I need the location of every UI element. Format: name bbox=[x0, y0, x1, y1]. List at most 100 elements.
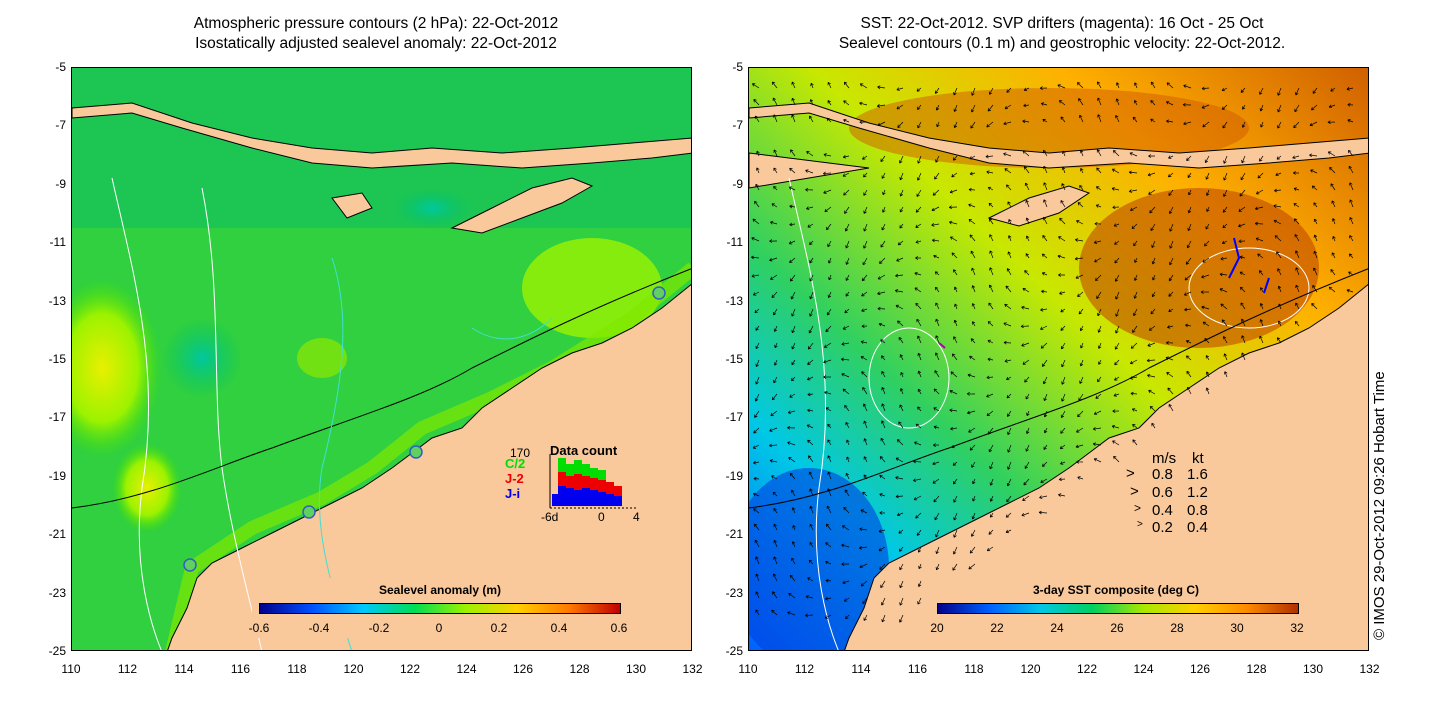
velocity-vector bbox=[1224, 371, 1228, 378]
velocity-vector bbox=[1328, 104, 1336, 109]
velocity-vector bbox=[880, 240, 886, 248]
colorbar-tick-label: 0 bbox=[435, 621, 443, 635]
velocity-vector bbox=[791, 325, 796, 334]
velocity-legend-kt-2: 0.8 bbox=[1187, 502, 1208, 519]
velocity-vector bbox=[1007, 461, 1012, 470]
velocity-vector bbox=[1096, 186, 1102, 191]
velocity-vector bbox=[842, 325, 850, 330]
velocity-vector bbox=[1259, 335, 1264, 344]
velocity-vector bbox=[1201, 86, 1210, 91]
velocity-vector bbox=[788, 240, 796, 245]
velocity-vector bbox=[1112, 205, 1120, 210]
velocity-vector bbox=[1185, 323, 1192, 328]
velocity-vector bbox=[862, 155, 868, 160]
velocity-vector bbox=[985, 154, 994, 159]
velocity-vector bbox=[1201, 104, 1210, 109]
velocity-vector bbox=[1204, 240, 1210, 247]
velocity-vector bbox=[877, 121, 886, 127]
velocity-vector bbox=[751, 83, 760, 89]
velocity-vector bbox=[863, 223, 868, 232]
velocity-vector bbox=[1348, 253, 1354, 259]
velocity-vector bbox=[809, 240, 814, 246]
velocity-vector bbox=[880, 580, 886, 589]
velocity-vector bbox=[1221, 240, 1228, 245]
velocity-vector bbox=[1004, 104, 1012, 110]
velocity-vector bbox=[953, 512, 958, 521]
drifter-track bbox=[1228, 237, 1241, 279]
velocity-vector bbox=[969, 155, 976, 160]
velocity-vector bbox=[931, 223, 940, 227]
velocity-vector bbox=[1061, 183, 1066, 191]
velocity-vector bbox=[1311, 185, 1318, 191]
velocity-vector bbox=[751, 274, 760, 278]
colorbar-tick-label: 30 bbox=[1230, 621, 1244, 635]
velocity-vector bbox=[787, 410, 796, 414]
velocity-vector bbox=[825, 523, 832, 531]
velocity-legend-header-ms: m/s bbox=[1152, 450, 1177, 467]
velocity-vector bbox=[1007, 444, 1012, 453]
velocity-vector bbox=[843, 81, 850, 89]
velocity-vector bbox=[823, 359, 832, 364]
velocity-vector bbox=[1311, 104, 1318, 111]
velocity-vector bbox=[809, 505, 814, 514]
velocity-vector bbox=[1273, 219, 1282, 225]
velocity-vector bbox=[1112, 150, 1120, 157]
sealevel-contour-3 bbox=[1188, 247, 1310, 329]
velocity-vector bbox=[1201, 274, 1210, 279]
velocity-vector bbox=[809, 523, 814, 531]
velocity-vector bbox=[949, 189, 958, 194]
velocity-vector bbox=[899, 597, 904, 606]
velocity-vector bbox=[1310, 169, 1318, 174]
velocity-vector bbox=[789, 574, 796, 582]
velocity-vector bbox=[969, 355, 976, 361]
velocity-vector bbox=[915, 240, 922, 244]
velocity-vector bbox=[1025, 217, 1030, 225]
velocity-vector bbox=[877, 85, 886, 90]
velocity-vector bbox=[769, 459, 778, 463]
velocity-vector bbox=[1276, 155, 1282, 160]
velocity-vector bbox=[881, 172, 886, 179]
velocity-vector bbox=[773, 114, 778, 123]
velocity-vector bbox=[863, 438, 868, 446]
y-tick-label: -11 bbox=[49, 235, 66, 250]
velocity-vector bbox=[896, 439, 904, 446]
velocity-vector bbox=[1041, 253, 1048, 259]
velocity-vector bbox=[807, 392, 814, 397]
velocity-vector bbox=[1096, 149, 1102, 157]
velocity-vector bbox=[917, 597, 922, 605]
tide-gauge-marker bbox=[409, 445, 423, 459]
velocity-vector bbox=[899, 563, 904, 571]
velocity-vector bbox=[1021, 342, 1030, 347]
velocity-vector bbox=[990, 512, 994, 518]
y-tick-label: -19 bbox=[48, 468, 66, 483]
velocity-vector bbox=[916, 318, 922, 327]
velocity-vector bbox=[753, 476, 760, 481]
velocity-vector bbox=[774, 342, 778, 349]
velocity-vector bbox=[1238, 206, 1246, 212]
velocity-vector bbox=[1259, 303, 1264, 310]
velocity-vector bbox=[1202, 321, 1210, 327]
velocity-vector bbox=[842, 154, 850, 159]
velocity-vector bbox=[897, 320, 904, 327]
velocity-vector bbox=[1040, 325, 1048, 330]
velocity-vector bbox=[790, 376, 796, 382]
velocity-vector bbox=[953, 269, 958, 276]
velocity-vector bbox=[1146, 358, 1156, 363]
drifter-track bbox=[938, 342, 946, 349]
velocity-vector bbox=[1168, 291, 1174, 297]
velocity-vector bbox=[1256, 189, 1264, 195]
velocity-vector bbox=[934, 512, 940, 521]
velocity-vector bbox=[1313, 250, 1318, 259]
velocity-vector bbox=[1022, 119, 1030, 124]
velocity-vector bbox=[1223, 172, 1228, 181]
velocity-vector bbox=[809, 542, 814, 548]
velocity-vector bbox=[809, 99, 814, 106]
warm-water-core bbox=[1079, 188, 1319, 348]
velocity-vector bbox=[1042, 216, 1048, 225]
positive-anomaly-west bbox=[72, 278, 162, 458]
sla-colorbar bbox=[259, 603, 621, 614]
velocity-vector bbox=[807, 439, 814, 446]
velocity-vector bbox=[1020, 324, 1030, 329]
velocity-vector bbox=[1077, 410, 1084, 418]
velocity-vector bbox=[934, 87, 940, 94]
